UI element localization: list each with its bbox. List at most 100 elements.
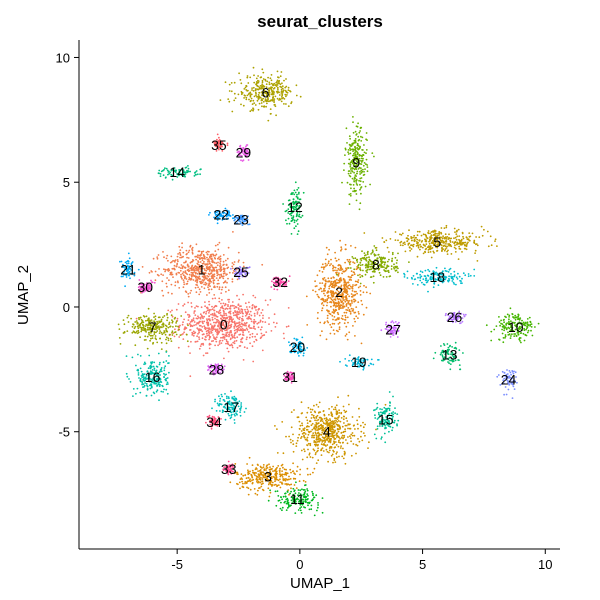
data-point-cluster-1 xyxy=(181,265,184,268)
data-point-cluster-7 xyxy=(175,322,178,324)
data-point-cluster-1 xyxy=(202,250,205,253)
data-point-cluster-5 xyxy=(453,241,456,244)
data-point-cluster-7 xyxy=(149,334,152,337)
data-point-cluster-8 xyxy=(353,268,356,271)
data-point-cluster-0 xyxy=(217,325,220,328)
data-point-cluster-11 xyxy=(310,504,313,507)
data-point-cluster-12 xyxy=(293,227,296,230)
data-point-cluster-4 xyxy=(311,413,313,416)
data-point-cluster-4 xyxy=(320,443,323,446)
data-point-cluster-1 xyxy=(206,263,209,265)
data-point-cluster-2 xyxy=(348,309,351,311)
data-point-cluster-0 xyxy=(198,331,201,334)
data-point-cluster-0 xyxy=(221,336,224,339)
data-point-cluster-5 xyxy=(424,251,427,254)
data-point-cluster-0 xyxy=(243,346,246,349)
data-point-cluster-2 xyxy=(348,279,351,281)
data-point-cluster-3 xyxy=(256,493,259,496)
data-point-cluster-4 xyxy=(331,415,334,418)
data-point-cluster-9 xyxy=(343,162,346,165)
data-point-cluster-2 xyxy=(340,284,343,287)
data-point-cluster-4 xyxy=(344,411,347,414)
data-point-cluster-10 xyxy=(519,337,522,339)
data-point-cluster-4 xyxy=(333,420,336,422)
data-point-cluster-6 xyxy=(281,87,284,90)
data-point-cluster-5 xyxy=(462,237,465,240)
data-point-cluster-9 xyxy=(356,125,359,128)
data-point-cluster-1 xyxy=(222,275,225,278)
data-point-cluster-0 xyxy=(227,323,230,325)
data-point-cluster-6 xyxy=(247,93,250,96)
data-point-cluster-0 xyxy=(214,317,216,320)
data-point-cluster-8 xyxy=(361,257,364,259)
data-point-cluster-5 xyxy=(432,250,435,253)
data-point-cluster-0 xyxy=(216,319,219,321)
data-point-cluster-0 xyxy=(251,345,254,348)
data-point-cluster-4 xyxy=(342,441,344,444)
data-point-cluster-5 xyxy=(415,236,417,239)
data-point-cluster-2 xyxy=(334,299,337,301)
data-point-cluster-0 xyxy=(223,316,226,319)
data-point-cluster-0 xyxy=(198,336,200,339)
data-point-cluster-4 xyxy=(358,440,361,443)
data-point-cluster-0 xyxy=(211,308,214,311)
data-point-cluster-8 xyxy=(388,258,390,261)
data-point-cluster-5 xyxy=(465,244,467,247)
data-point-cluster-0 xyxy=(205,310,208,313)
data-point-cluster-4 xyxy=(290,426,293,429)
data-point-cluster-1 xyxy=(231,267,234,270)
data-point-cluster-11 xyxy=(284,500,286,503)
data-point-cluster-2 xyxy=(332,318,334,321)
data-point-cluster-13 xyxy=(457,359,459,361)
data-point-cluster-3 xyxy=(266,477,268,480)
data-point-cluster-4 xyxy=(302,428,305,430)
data-point-cluster-5 xyxy=(420,234,423,237)
data-point-cluster-2 xyxy=(349,311,352,313)
data-point-cluster-11 xyxy=(316,506,319,509)
data-point-cluster-5 xyxy=(406,240,409,242)
data-point-cluster-7 xyxy=(132,330,135,333)
data-point-cluster-16 xyxy=(165,388,168,391)
data-point-cluster-3 xyxy=(262,466,265,468)
data-point-cluster-4 xyxy=(313,404,315,407)
data-point-cluster-6 xyxy=(242,104,245,107)
data-point-cluster-1 xyxy=(222,272,225,275)
data-point-cluster-4 xyxy=(342,457,345,460)
data-point-cluster-7 xyxy=(171,334,174,336)
data-point-cluster-8 xyxy=(356,258,359,261)
data-point-cluster-4 xyxy=(313,417,316,419)
data-point-cluster-3 xyxy=(296,465,299,468)
data-point-cluster-0 xyxy=(196,327,199,329)
data-point-cluster-4 xyxy=(340,445,342,447)
data-point-cluster-7 xyxy=(140,330,143,333)
data-point-cluster-5 xyxy=(422,233,425,236)
data-point-cluster-5 xyxy=(449,241,452,243)
data-point-cluster-11 xyxy=(297,509,300,511)
data-point-cluster-7 xyxy=(139,326,141,328)
data-point-cluster-8 xyxy=(372,281,375,284)
data-point-cluster-6 xyxy=(285,95,287,98)
data-point-cluster-6 xyxy=(245,84,248,87)
data-point-cluster-1 xyxy=(197,269,199,272)
data-point-cluster-1 xyxy=(210,264,212,267)
data-point-cluster-3 xyxy=(292,462,294,465)
data-point-cluster-1 xyxy=(173,268,176,271)
data-point-cluster-0 xyxy=(253,320,255,323)
data-point-cluster-0 xyxy=(268,317,270,319)
data-point-cluster-0 xyxy=(220,292,223,294)
data-point-cluster-9 xyxy=(349,147,351,150)
data-point-cluster-6 xyxy=(286,94,288,96)
data-point-cluster-7 xyxy=(177,325,179,328)
data-point-cluster-4 xyxy=(329,441,332,444)
data-point-cluster-9 xyxy=(351,177,354,180)
data-point-cluster-2 xyxy=(350,276,353,279)
data-point-cluster-6 xyxy=(281,93,284,96)
data-point-cluster-12 xyxy=(282,203,284,205)
data-point-cluster-1 xyxy=(220,268,223,271)
data-point-cluster-0 xyxy=(243,324,246,327)
data-point-cluster-4 xyxy=(314,453,317,456)
data-point-cluster-6 xyxy=(267,119,270,122)
data-point-cluster-3 xyxy=(281,476,284,478)
data-point-cluster-0 xyxy=(253,312,256,315)
data-point-cluster-2 xyxy=(324,321,326,323)
